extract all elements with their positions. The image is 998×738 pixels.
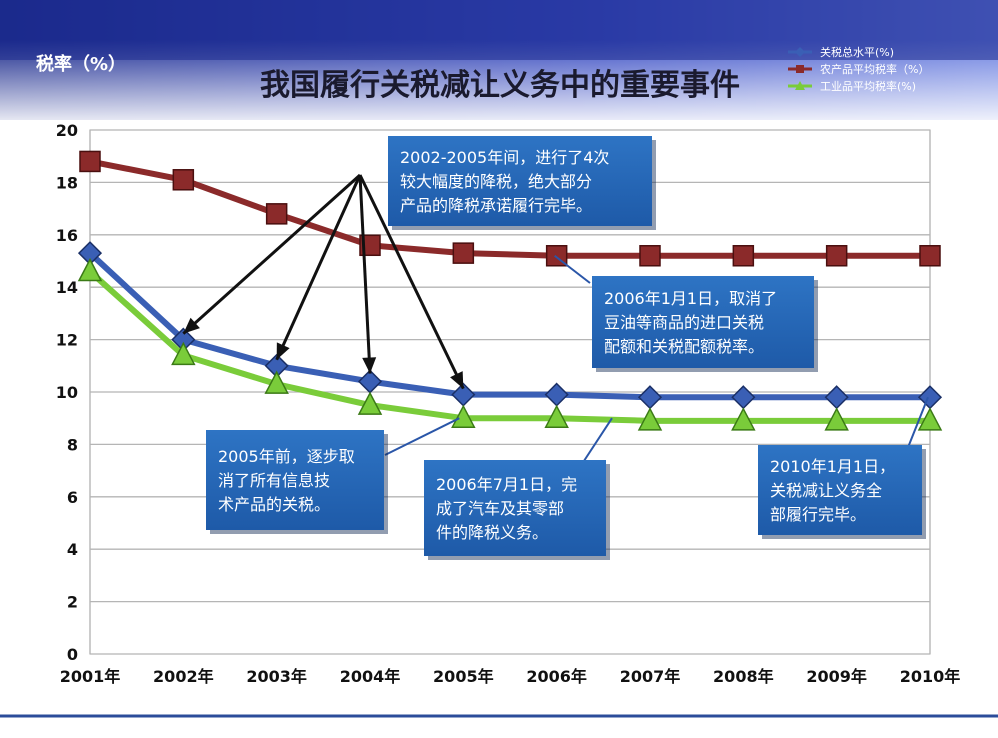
callout-connector bbox=[384, 417, 460, 456]
footer-band bbox=[0, 700, 998, 738]
callout-box bbox=[388, 136, 652, 226]
axis-layer: 0 2 4 6 8 10 12 14 16 18 20 2001年 2002年 2003年 2004年 200… bbox=[56, 121, 961, 686]
data-point bbox=[824, 407, 849, 431]
y-tick-label: 8 bbox=[67, 435, 78, 454]
callout-connector bbox=[554, 254, 591, 284]
callout-text-line: 豆油等商品的进口关税 bbox=[604, 313, 764, 332]
y-tick-label: 2 bbox=[67, 593, 78, 612]
y-tick-label: 12 bbox=[56, 331, 78, 350]
callout-text-line: 较大幅度的降税，绝大部分 bbox=[400, 172, 592, 191]
series-layer bbox=[77, 150, 943, 431]
y-tick-label: 4 bbox=[67, 540, 78, 559]
callout-text-line: 部履行完毕。 bbox=[770, 505, 866, 524]
callout-text-line: 2006年1月1日，取消了 bbox=[604, 289, 777, 308]
y-tick-label: 18 bbox=[56, 173, 78, 192]
legend-swatch-marker bbox=[796, 65, 804, 73]
data-point bbox=[265, 203, 288, 225]
data-point bbox=[79, 150, 101, 173]
callout-text-line: 2006年7月1日，完 bbox=[436, 475, 577, 494]
y-tick-label: 0 bbox=[67, 645, 78, 664]
callout-text-line: 成了汽车及其零部 bbox=[436, 499, 564, 518]
data-point bbox=[639, 245, 661, 267]
arrow-line bbox=[275, 174, 362, 361]
series-line bbox=[87, 269, 930, 424]
data-point bbox=[731, 407, 756, 431]
legend-label: 农产品平均税率（%） bbox=[820, 62, 929, 76]
arrow-head bbox=[183, 317, 200, 334]
callout-text-line: 2010年1月1日， bbox=[770, 457, 895, 476]
callout-box bbox=[592, 276, 814, 368]
y-tick-label: 14 bbox=[56, 278, 78, 297]
chart-title: 我国履行关税减让义务中的重要事件 bbox=[260, 68, 740, 103]
y-tick-label: 6 bbox=[67, 488, 78, 507]
x-tick-label: 2003年 bbox=[246, 667, 307, 686]
header-dark bbox=[0, 0, 998, 60]
callout-text-line: 配额和关税配额税率。 bbox=[604, 337, 764, 356]
series-line bbox=[87, 250, 930, 401]
callout-text-line: 2005年前，逐步取 bbox=[218, 447, 355, 466]
data-point bbox=[172, 169, 195, 191]
data-point bbox=[77, 257, 103, 282]
y-tick-label: 16 bbox=[56, 226, 78, 245]
callout-text-line: 消了所有信息技 bbox=[218, 471, 330, 490]
x-tick-label: 2009年 bbox=[806, 667, 867, 686]
x-tick-label: 2006年 bbox=[526, 667, 587, 686]
x-tick-label: 2005年 bbox=[433, 667, 494, 686]
x-tick-label: 2002年 bbox=[153, 667, 214, 686]
arrow-line bbox=[182, 173, 362, 335]
callout: 2002-2005年间，进行了4次较大幅度的降税，绝大部分产品的降税承诺履行完毕… bbox=[388, 136, 656, 230]
x-tick-label: 2008年 bbox=[713, 667, 774, 686]
y-axis-label: 税率（%） bbox=[36, 53, 126, 75]
callout-text-line: 关税减让义务全 bbox=[770, 481, 882, 500]
callout-text-line: 术产品的关税。 bbox=[218, 495, 330, 514]
callout-box bbox=[758, 445, 922, 535]
data-point bbox=[917, 407, 943, 431]
x-tick-label: 2007年 bbox=[620, 667, 681, 686]
data-point bbox=[357, 391, 383, 415]
callout-layer: 2002-2005年间，进行了4次较大幅度的降税，绝大部分产品的降税承诺履行完毕… bbox=[206, 136, 926, 560]
data-point bbox=[544, 404, 569, 428]
legend-swatch-marker bbox=[795, 47, 805, 57]
data-point bbox=[825, 245, 848, 267]
data-point bbox=[637, 407, 663, 431]
legend-label: 工业品平均税率(%) bbox=[820, 79, 916, 93]
x-tick-label: 2010年 bbox=[900, 667, 961, 686]
legend-swatch-marker bbox=[795, 81, 805, 90]
callout-box bbox=[424, 460, 606, 556]
y-tick-label: 20 bbox=[56, 121, 78, 140]
data-point bbox=[452, 242, 475, 264]
data-point bbox=[264, 370, 289, 394]
x-tick-label: 2004年 bbox=[340, 667, 401, 686]
legend-label: 关税总水平(%) bbox=[820, 45, 894, 59]
callout-box bbox=[206, 430, 384, 530]
legend: 关税总水平(%) 农产品平均税率（%） 工业品平均税率(%) bbox=[788, 45, 929, 93]
arrow-line bbox=[358, 174, 372, 374]
data-point bbox=[919, 245, 941, 267]
callout-text-line: 件的降税义务。 bbox=[436, 523, 548, 542]
data-point bbox=[451, 404, 476, 428]
callout-connector bbox=[579, 417, 613, 468]
data-point bbox=[171, 341, 196, 366]
arrow-line bbox=[358, 174, 465, 390]
data-point bbox=[732, 245, 755, 267]
x-tick-label: 2001年 bbox=[60, 667, 121, 686]
arrow-head bbox=[450, 371, 464, 389]
y-tick-label: 10 bbox=[56, 383, 78, 402]
arrow-head bbox=[362, 357, 377, 374]
callout-text-line: 2002-2005年间，进行了4次 bbox=[400, 148, 609, 167]
series-line bbox=[89, 158, 930, 259]
arrow-head bbox=[276, 342, 290, 360]
arrow-layer bbox=[182, 173, 929, 468]
callout-text-line: 产品的降税承诺履行完毕。 bbox=[400, 196, 592, 215]
